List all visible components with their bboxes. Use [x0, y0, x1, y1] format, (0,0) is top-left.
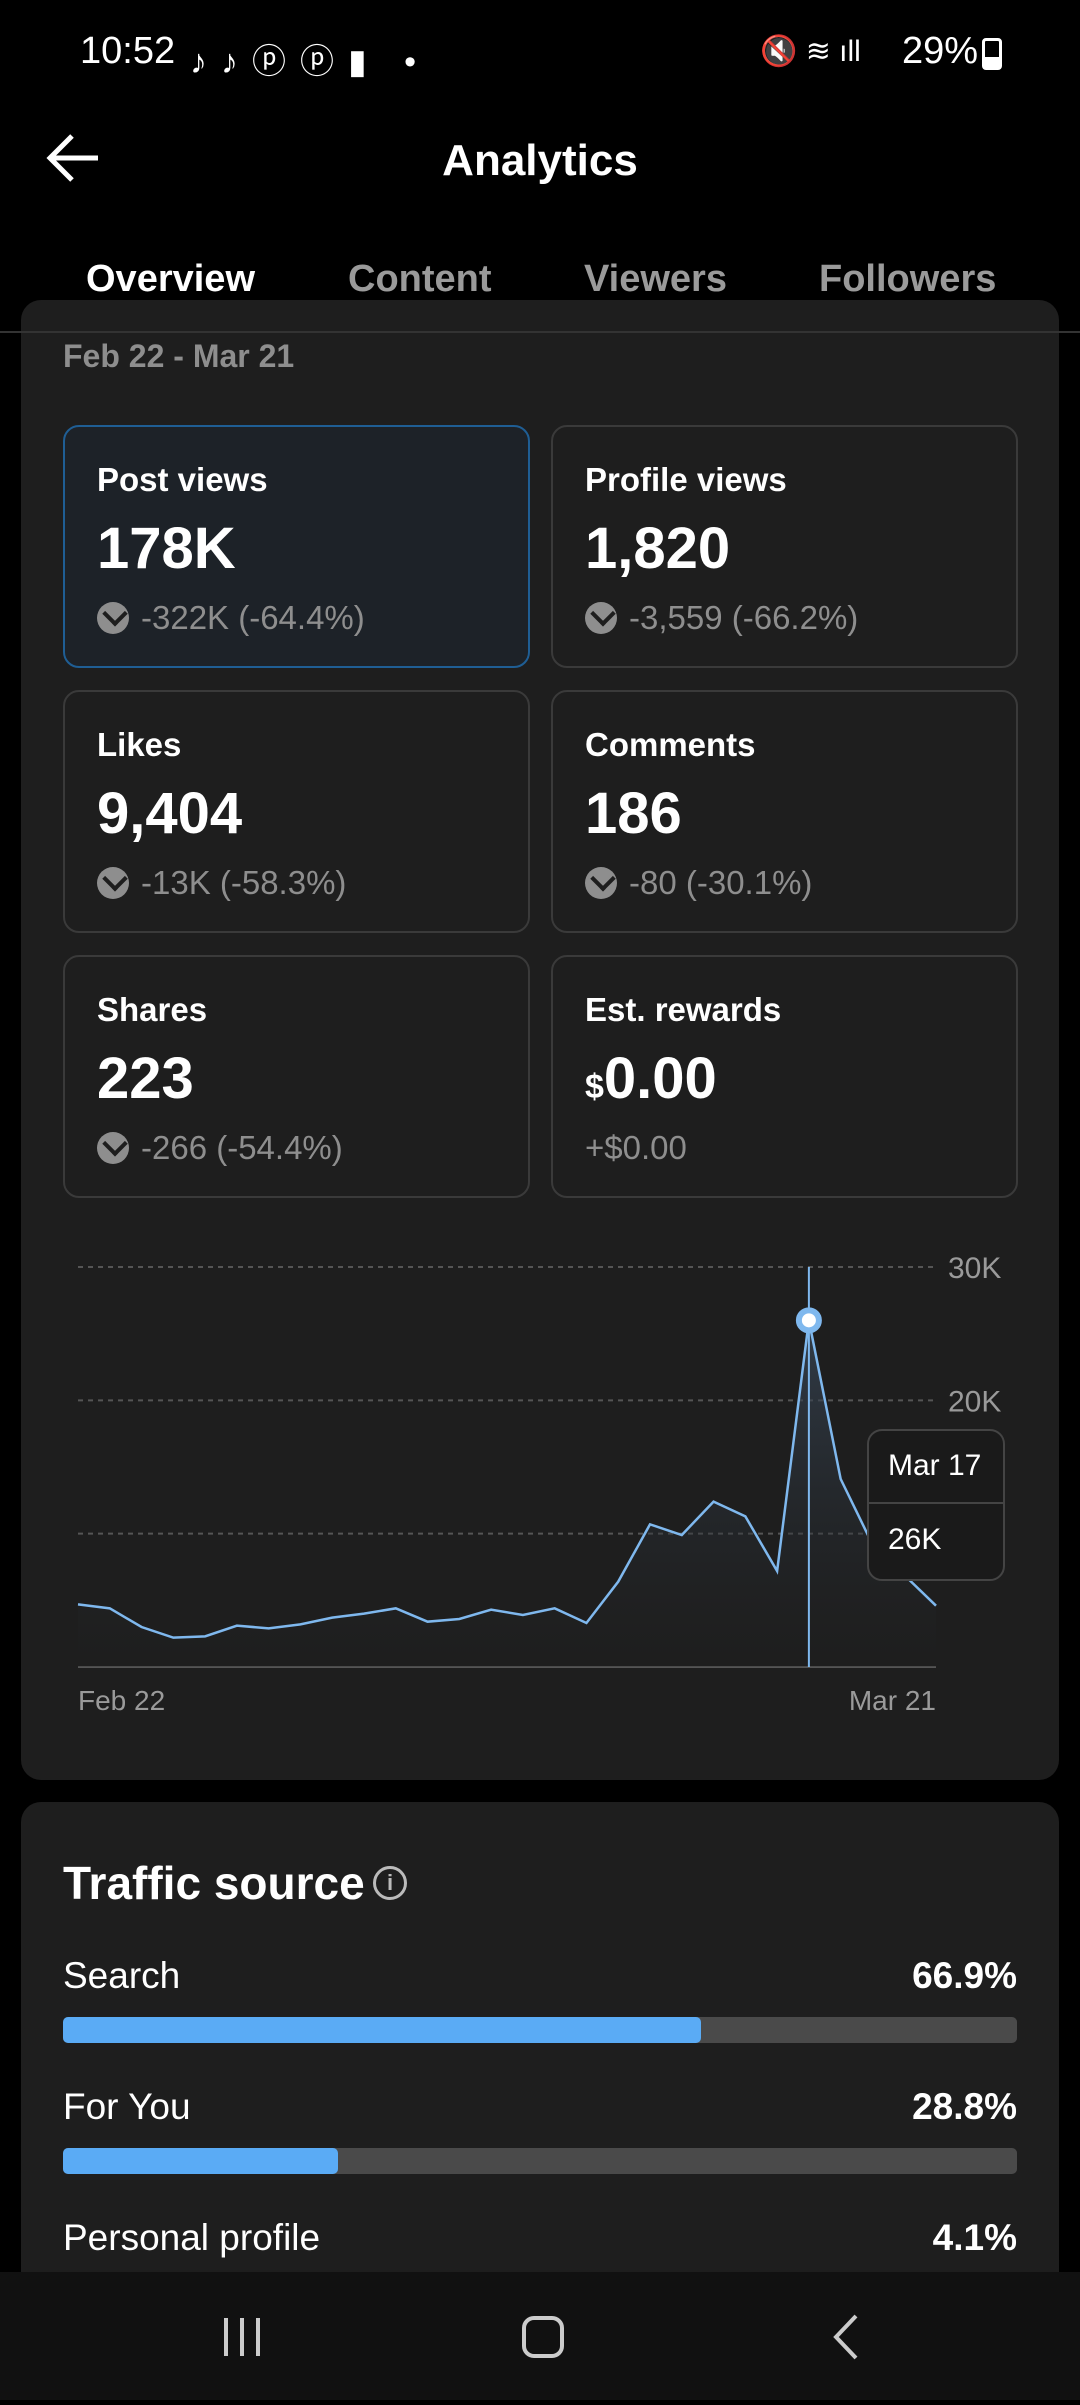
recents-button[interactable] — [224, 2318, 260, 2356]
info-icon[interactable]: i — [373, 1866, 407, 1900]
tooltip-date: Mar 17 — [888, 1449, 981, 1482]
area — [78, 1320, 936, 1667]
source-name: Search — [63, 1955, 181, 1996]
metric-change: -266 (-54.4%) — [141, 1129, 343, 1166]
x-tick-label: Feb 22 — [78, 1685, 165, 1716]
x-tick-label: Mar 21 — [849, 1685, 936, 1716]
source-name: For You — [63, 2086, 191, 2127]
bar — [63, 2148, 338, 2174]
metric-change: -322K (-64.4%) — [141, 599, 365, 636]
metric-value: 178K — [97, 516, 236, 581]
nav-icons — [224, 2314, 858, 2360]
tab[interactable]: Viewers — [584, 258, 727, 300]
metric-value: 223 — [97, 1046, 194, 1111]
line — [77, 1320, 937, 1639]
tooltip — [867, 1429, 1005, 1581]
tab[interactable]: Content — [348, 258, 492, 300]
traffic-panel — [21, 1802, 1059, 2322]
metric-title: Shares — [97, 991, 208, 1028]
metric-title: Likes — [97, 726, 182, 763]
date-range: Feb 22 - Mar 21 — [63, 338, 295, 374]
metric-change-row: -3,559 (-66.2%) — [585, 599, 858, 637]
currency: $ — [585, 1068, 604, 1106]
metric-card[interactable]: Post views 178K -322K (-64.4%) — [63, 425, 530, 668]
metric-value: 1,820 — [585, 516, 731, 581]
metric-change-row: -266 (-54.4%) — [97, 1129, 343, 1167]
bar-track — [63, 2017, 1017, 2043]
bar — [63, 2017, 702, 2043]
source-name: Personal profile — [63, 2217, 321, 2258]
nav-bar — [0, 2272, 1080, 2400]
page-title: Analytics — [442, 136, 638, 185]
tab[interactable]: Overview — [86, 258, 255, 300]
back-nav-button[interactable] — [833, 2314, 858, 2360]
source-percent: 66.9% — [912, 1955, 1017, 1996]
battery: 29% — [902, 30, 979, 72]
source-percent: 28.8% — [912, 2086, 1017, 2127]
metric-title: Post views — [97, 461, 268, 498]
back-button[interactable] — [44, 132, 104, 184]
metric-change: +$0.00 — [585, 1129, 687, 1166]
metric-value: 186 — [585, 781, 682, 846]
metric-title: Comments — [585, 726, 756, 763]
line-chart: 20K 30K Feb 22 Mar 21 Mar 17 26K — [77, 1252, 1005, 1716]
metric-value-row: $0.00 — [585, 1045, 717, 1112]
metric-card[interactable]: Profile views 1,820 -3,559 (-66.2%) — [551, 425, 1018, 668]
section-title: Traffic source — [63, 1857, 365, 1909]
down-icon — [585, 867, 617, 899]
metric-value: 0.00 — [603, 1046, 717, 1111]
source-percent: 4.1% — [932, 2217, 1017, 2258]
bar-track — [63, 2148, 1017, 2174]
metric-title: Profile views — [585, 461, 787, 498]
divider — [0, 331, 1080, 333]
battery-icon — [982, 38, 1002, 70]
signal-icons: 🔇 ≋ ıll — [760, 35, 861, 68]
metric-change: -13K (-58.3%) — [141, 864, 347, 901]
tab[interactable]: Followers — [819, 258, 997, 300]
y-tick-label: 20K — [948, 1385, 1001, 1418]
metric-change-row: -80 (-30.1%) — [585, 864, 812, 902]
tooltip-value: 26K — [888, 1523, 941, 1556]
down-icon — [97, 1132, 129, 1164]
metric-change-row: -13K (-58.3%) — [97, 864, 346, 902]
down-icon — [585, 602, 617, 634]
metric-card[interactable]: Shares 223 -266 (-54.4%) — [63, 955, 530, 1198]
metric-change: -3,559 (-66.2%) — [629, 599, 859, 636]
metric-title: Est. rewards — [585, 991, 782, 1028]
metric-card[interactable]: Likes 9,404 -13K (-58.3%) — [63, 690, 530, 933]
highlight-point — [795, 1307, 822, 1334]
metric-card[interactable]: Est. rewards $0.00 +$0.00 — [551, 955, 1018, 1198]
metric-change: -80 (-30.1%) — [629, 864, 813, 901]
down-icon — [97, 602, 129, 634]
metric-change-row: -322K (-64.4%) — [97, 599, 365, 637]
y-tick-label: 30K — [948, 1252, 1001, 1285]
down-icon — [97, 867, 129, 899]
metric-value: 9,404 — [97, 781, 243, 846]
metric-card[interactable]: Comments 186 -80 (-30.1%) — [551, 690, 1018, 933]
notification-icons: ♪♪ⓟⓟ▮ • — [190, 43, 431, 81]
clock: 10:52 — [80, 30, 176, 72]
home-button[interactable] — [522, 2316, 564, 2358]
